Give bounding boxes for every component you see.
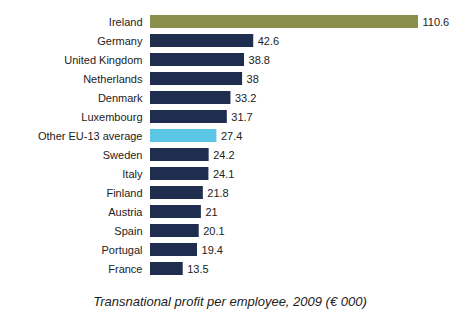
svg-text:19.4: 19.4 <box>202 244 223 256</box>
svg-text:Austria: Austria <box>108 206 143 218</box>
svg-text:Sweden: Sweden <box>103 149 143 161</box>
svg-text:31.7: 31.7 <box>231 111 252 123</box>
svg-text:Portugal: Portugal <box>102 244 143 256</box>
svg-text:21.8: 21.8 <box>207 187 228 199</box>
svg-text:Ireland: Ireland <box>109 16 143 28</box>
svg-text:20.1: 20.1 <box>203 225 224 237</box>
svg-text:Spain: Spain <box>114 225 142 237</box>
svg-text:33.2: 33.2 <box>235 92 256 104</box>
svg-text:Denmark: Denmark <box>98 92 143 104</box>
svg-text:24.1: 24.1 <box>213 168 234 180</box>
svg-text:27.4: 27.4 <box>221 130 242 142</box>
svg-text:38.8: 38.8 <box>249 54 270 66</box>
svg-text:38: 38 <box>247 73 259 85</box>
svg-text:42.6: 42.6 <box>258 35 279 47</box>
html-text:Transnational profit per emplo: Transnational profit per employee, 2009 … <box>93 294 367 309</box>
svg-text:Other EU-13 average: Other EU-13 average <box>38 130 143 142</box>
svg-text:Luxembourg: Luxembourg <box>81 111 142 123</box>
svg-text:Netherlands: Netherlands <box>83 73 143 85</box>
svg-text:Finland: Finland <box>106 187 142 199</box>
svg-text:13.5: 13.5 <box>187 263 208 275</box>
svg-text:24.2: 24.2 <box>213 149 234 161</box>
svg-text:France: France <box>108 263 142 275</box>
svg-text:110.6: 110.6 <box>423 16 450 28</box>
svg-text:21: 21 <box>205 206 217 218</box>
svg-text:Italy: Italy <box>122 168 143 180</box>
svg-text:United Kingdom: United Kingdom <box>64 54 142 66</box>
svg-text:Germany: Germany <box>97 35 143 47</box>
